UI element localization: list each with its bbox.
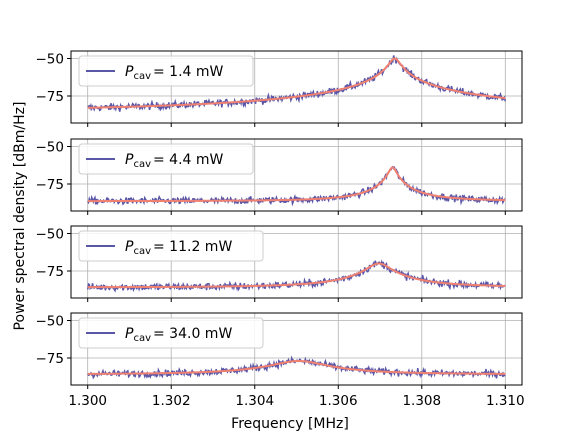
panel-1: −50 −75 Pcav = 1.4 mW (36, 50, 523, 127)
y-tick-label: −75 (36, 351, 65, 367)
x-tick-label: 1.302 (152, 393, 191, 409)
fit-line (87, 57, 506, 109)
legend-subscript: cav (133, 159, 151, 170)
legend-box (78, 55, 254, 87)
panel-4: −50 −75 1.300 1.302 1.304 1.306 1.308 1.310 Pcav… (36, 312, 525, 409)
axes-frame (70, 312, 523, 386)
legend-symbol: P (125, 64, 134, 80)
x-axis-label: Frequency [MHz] (231, 416, 349, 432)
y-tick-label: −75 (36, 264, 65, 280)
panel-2: −50 −75 Pcav = 4.4 mW (36, 138, 523, 215)
x-tick-label: 1.308 (402, 393, 441, 409)
legend-value: = 4.4 mW (153, 152, 224, 168)
fit-line (87, 166, 506, 203)
legend-label: Pcav = 11.2 mW (125, 239, 232, 257)
y-axis-label: Power spectral density [dBm/Hz] (12, 102, 28, 331)
y-tick-label: −50 (36, 52, 65, 68)
y-tick-label: −75 (36, 177, 65, 193)
y-tick-label: −50 (36, 140, 65, 156)
legend-label: Pcav = 34.0 mW (125, 326, 232, 344)
legend: Pcav = 11.2 mW (78, 230, 264, 262)
y-tick-label: −50 (36, 314, 65, 330)
legend-box (78, 143, 254, 175)
x-tick-label: 1.306 (319, 393, 358, 409)
y-tick-label: −75 (36, 89, 65, 105)
legend-symbol: P (125, 239, 134, 255)
legend: Pcav = 1.4 mW (78, 55, 254, 87)
legend-label: Pcav = 4.4 mW (125, 152, 224, 170)
y-tick-label: −50 (36, 227, 65, 243)
legend-label: Pcav = 1.4 mW (125, 64, 224, 82)
legend-value: = 11.2 mW (153, 239, 232, 255)
x-tick-label: 1.310 (486, 393, 525, 409)
legend-symbol: P (125, 152, 134, 168)
legend-value: = 1.4 mW (153, 64, 224, 80)
legend-box (78, 317, 264, 349)
fit-line (87, 360, 506, 375)
legend-symbol: P (125, 326, 134, 342)
axes-frame (70, 138, 523, 212)
panel-3: −50 −75 Pcav = 11.2 mW (36, 225, 523, 302)
axes-frame (70, 50, 523, 124)
legend-value: = 34.0 mW (153, 326, 232, 342)
axes-frame (70, 225, 523, 299)
fit-line (87, 262, 506, 289)
legend: Pcav = 34.0 mW (78, 317, 264, 349)
legend-subscript: cav (133, 71, 151, 82)
x-tick-label: 1.300 (68, 393, 107, 409)
legend-subscript: cav (133, 246, 151, 257)
legend-subscript: cav (133, 333, 151, 344)
x-tick-label: 1.304 (235, 393, 274, 409)
legend: Pcav = 4.4 mW (78, 143, 254, 175)
legend-box (78, 230, 264, 262)
